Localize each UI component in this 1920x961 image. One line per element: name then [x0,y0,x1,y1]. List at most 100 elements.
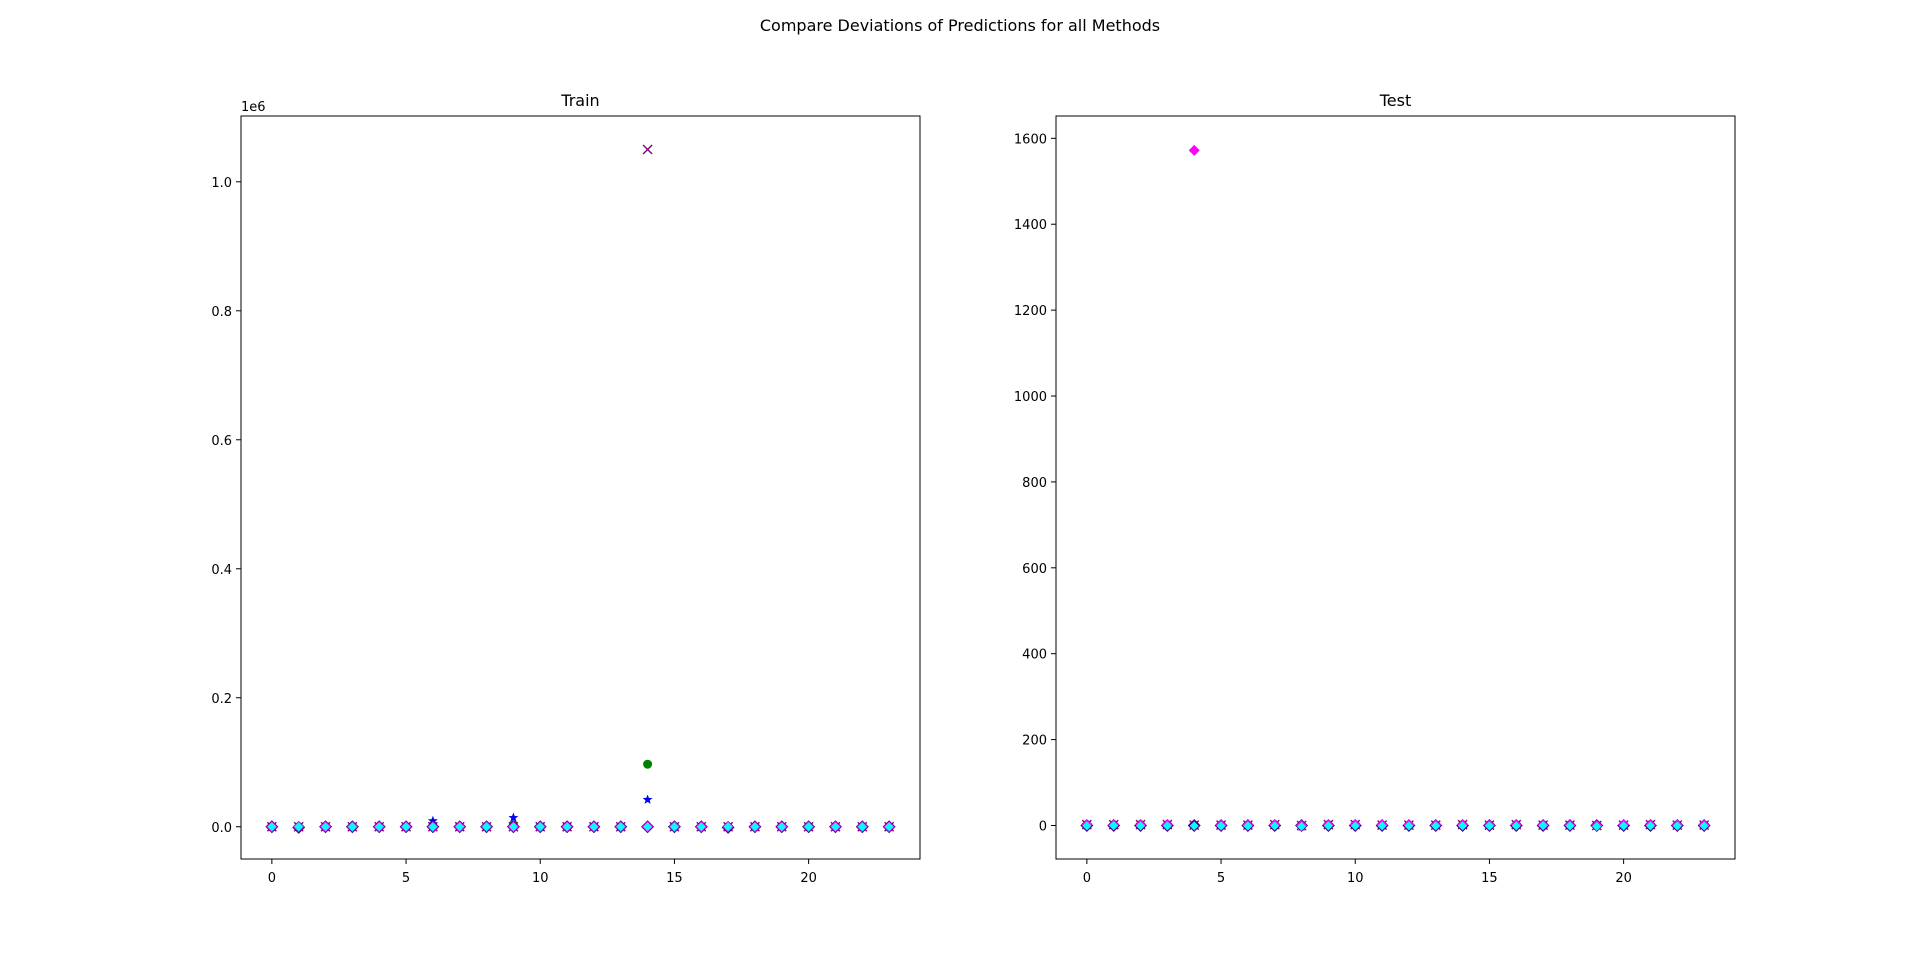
train-point-cyan [482,822,492,832]
train-axes: Train 0 5 10 15 20 0.0 0.2 0.4 0.6 0.8 1.0 1e6 [211,91,921,886]
train-point-cyan [535,822,545,832]
train-xtick-label: 20 [800,871,817,886]
test-point-cyan [1565,821,1575,831]
test-ytick-label: 1200 [1014,304,1047,319]
figure-suptitle: Compare Deviations of Predictions for al… [759,16,1161,35]
train-point-cyan [804,822,814,832]
train-point-cyan [347,822,357,832]
test-point-cyan [1216,821,1226,831]
test-point-cyan [1323,821,1333,831]
test-axes-frame [1055,115,1736,860]
train-series-magenta [266,821,895,833]
test-point-cyan [1484,821,1494,831]
test-point-cyan [1511,821,1521,831]
train-point-cyan [857,822,867,832]
test-series-blue [1081,819,1710,831]
train-point-cyan [562,822,572,832]
train-axes-frame [240,115,921,860]
train-point-cyan [374,822,384,832]
test-title: Test [1379,91,1412,110]
test-point-cyan [1297,821,1307,831]
train-ytick-label: 0.4 [211,563,232,578]
test-series-cyan [1082,821,1709,831]
train-point-purple [642,144,653,155]
train-series-purple [266,144,895,832]
test-ytick-label: 1400 [1014,218,1047,233]
train-xtick-label: 15 [666,871,683,886]
test-series-green [1082,820,1709,831]
train-point-cyan [428,822,438,832]
test-point-cyan [1350,821,1360,831]
train-point-cyan [294,822,304,832]
train-point-blue [642,794,653,804]
train-point-cyan [750,822,760,832]
test-xtick-label: 0 [1083,871,1091,886]
test-point-cyan [1458,821,1468,831]
train-point-cyan [723,822,733,832]
test-point-cyan [1243,821,1253,831]
test-point-cyan [1082,821,1092,831]
test-point-cyan [1699,821,1709,831]
test-point-cyan [1672,821,1682,831]
test-series-magenta [1081,144,1710,832]
train-point-cyan [830,822,840,832]
train-xtick-label: 0 [268,871,276,886]
train-y-offset-label: 1e6 [241,100,266,115]
train-point-cyan [643,822,653,832]
test-ytick-label: 0 [1039,820,1047,835]
test-point-cyan [1538,821,1548,831]
train-ytick-label: 0.6 [211,434,232,449]
train-title: Train [560,91,599,110]
test-point-cyan [1431,821,1441,831]
test-point-magenta [1188,144,1200,156]
test-ytick-label: 600 [1022,562,1047,577]
test-ytick-label: 200 [1022,734,1047,749]
train-point-cyan [696,822,706,832]
train-point-cyan [267,822,277,832]
train-xtick-label: 5 [402,871,410,886]
train-series-blue [266,794,895,831]
test-ytick-label: 800 [1022,476,1047,491]
test-point-cyan [1162,821,1172,831]
train-ytick-label: 1.0 [211,176,232,191]
train-point-cyan [589,822,599,832]
test-xtick-label: 15 [1481,871,1498,886]
train-point-cyan [508,822,518,832]
test-point-cyan [1109,821,1119,831]
test-point-cyan [1404,821,1414,831]
train-series-green [267,759,894,832]
train-point-cyan [401,822,411,832]
train-point-blue [508,812,519,822]
test-ytick-label: 1600 [1014,132,1047,147]
test-point-cyan [1189,821,1199,831]
test-ytick-label: 400 [1022,648,1047,663]
train-point-green [643,759,653,769]
train-ytick-label: 0.2 [211,692,232,707]
train-ytick-label: 0.8 [211,305,232,320]
test-series-purple [1081,819,1710,831]
test-point-cyan [1619,821,1629,831]
test-point-cyan [1592,821,1602,831]
train-series-cyan [267,822,894,832]
train-point-cyan [777,822,787,832]
test-xtick-label: 10 [1347,871,1364,886]
train-point-cyan [669,822,679,832]
test-series-indigo [1080,819,1711,833]
train-point-cyan [321,822,331,832]
train-point-cyan [616,822,626,832]
test-xtick-label: 5 [1217,871,1225,886]
test-point-cyan [1270,821,1280,831]
test-xtick-label: 20 [1615,871,1632,886]
train-point-cyan [884,822,894,832]
test-point-cyan [1377,821,1387,831]
test-ytick-label: 1000 [1014,390,1047,405]
train-series-indigo [265,820,896,834]
test-point-cyan [1136,821,1146,831]
train-ytick-label: 0.0 [211,821,232,836]
test-point-cyan [1645,821,1655,831]
train-point-cyan [455,822,465,832]
train-xtick-label: 10 [532,871,549,886]
